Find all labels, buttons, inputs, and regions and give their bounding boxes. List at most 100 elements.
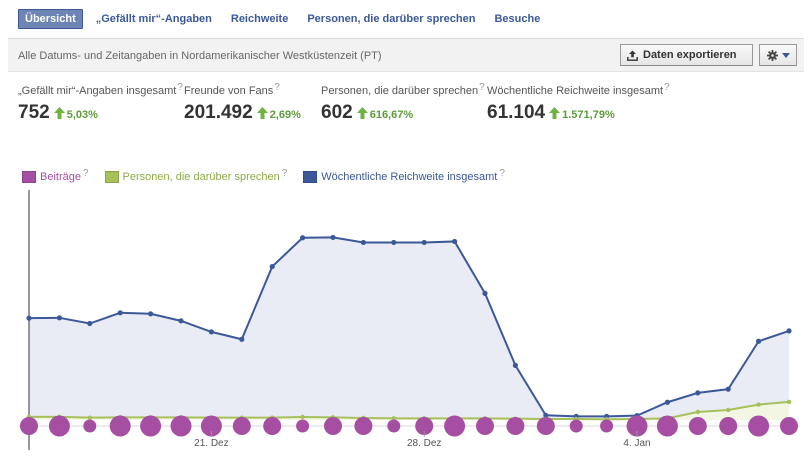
- stat-label: „Gefällt mir“-Angaben insgesamt: [18, 85, 177, 97]
- help-icon[interactable]: ?: [177, 82, 183, 93]
- upload-icon: [627, 50, 638, 61]
- reach-area: [29, 237, 789, 420]
- stat-weekly-reach: Wöchentliche Reichweite insgesamt? 61.10…: [487, 82, 670, 124]
- point-posts: [140, 415, 162, 437]
- chart-legend: Beiträge? Personen, die darüber sprechen…: [22, 167, 521, 183]
- point-reach: [725, 386, 731, 392]
- point-reach: [482, 290, 488, 296]
- stat-total-likes: „Gefällt mir“-Angaben insgesamt? 752 5,0…: [18, 82, 183, 124]
- arrow-up-icon: [53, 107, 65, 119]
- point-posts: [170, 415, 192, 437]
- point-reach: [269, 263, 275, 270]
- timezone-bar: Alle Datums- und Zeitangaben in Nordamer…: [8, 38, 804, 72]
- point-talking: [695, 409, 700, 415]
- legend-weekly-reach[interactable]: Wöchentliche Reichweite insgesamt?: [303, 167, 505, 183]
- point-reach: [391, 239, 397, 246]
- point-posts: [20, 417, 38, 435]
- legend-swatch-posts: [22, 171, 36, 183]
- point-posts: [719, 417, 738, 435]
- point-reach: [148, 311, 154, 317]
- point-posts: [232, 417, 251, 435]
- point-reach: [56, 315, 63, 321]
- legend-posts[interactable]: Beiträge?: [22, 167, 89, 183]
- legend-talking-about[interactable]: Personen, die darüber sprechen?: [104, 167, 288, 183]
- stat-change: 5,03%: [66, 109, 98, 121]
- help-icon[interactable]: ?: [82, 167, 89, 179]
- point-talking: [391, 416, 396, 421]
- point-posts: [569, 419, 583, 433]
- point-talking: [786, 399, 792, 405]
- point-posts: [780, 417, 798, 435]
- point-reach: [239, 336, 245, 342]
- point-posts: [656, 415, 678, 437]
- point-posts: [296, 419, 310, 433]
- point-posts: [600, 419, 614, 433]
- point-posts: [354, 417, 373, 435]
- point-reach: [664, 399, 671, 405]
- point-reach: [756, 338, 762, 344]
- stat-label: Wöchentliche Reichweite insgesamt: [487, 85, 664, 97]
- stat-friends-of-fans: Freunde von Fans? 201.492 2,69%: [184, 82, 301, 124]
- stat-value: 201.492: [184, 102, 253, 123]
- page-tabs: Übersicht „Gefällt mir“-Angaben Reichwei…: [18, 9, 558, 29]
- point-posts: [444, 415, 466, 437]
- point-talking: [87, 415, 93, 420]
- point-reach: [178, 318, 184, 324]
- tab-likes[interactable]: „Gefällt mir“-Angaben: [95, 13, 212, 25]
- settings-menu-button[interactable]: [759, 44, 797, 66]
- x-tick-label: 4. Jan: [623, 438, 650, 449]
- tab-overview[interactable]: Übersicht: [18, 9, 83, 29]
- tab-visits[interactable]: Besuche: [494, 13, 541, 25]
- point-talking: [756, 402, 761, 407]
- point-talking: [300, 414, 305, 420]
- export-data-label: Daten exportieren: [643, 49, 737, 61]
- point-reach: [695, 390, 701, 396]
- help-icon[interactable]: ?: [479, 82, 485, 93]
- point-reach: [87, 320, 93, 327]
- point-reach: [421, 239, 427, 246]
- stat-label: Freunde von Fans: [184, 85, 274, 97]
- point-posts: [688, 417, 707, 435]
- stat-value: 752: [18, 102, 50, 123]
- x-tick-label: 28. Dez: [407, 438, 441, 449]
- stat-change: 616,67%: [369, 109, 414, 121]
- point-posts: [48, 415, 70, 437]
- point-reach: [786, 328, 792, 334]
- point-reach: [543, 412, 549, 418]
- point-reach: [208, 329, 214, 335]
- stat-change: 1.571,79%: [562, 109, 615, 121]
- stat-value: 602: [321, 102, 353, 123]
- gear-icon: [766, 49, 778, 61]
- timezone-note: Alle Datums- und Zeitangaben in Nordamer…: [18, 50, 382, 62]
- point-posts: [200, 415, 222, 437]
- legend-swatch-reach: [303, 171, 318, 183]
- series-line-reach: [28, 236, 790, 418]
- point-reach: [117, 310, 123, 316]
- help-icon[interactable]: ?: [281, 167, 288, 179]
- chevron-down-icon: [781, 52, 790, 58]
- x-tick-label: 21. Dez: [194, 438, 228, 449]
- point-talking: [726, 407, 731, 413]
- export-data-button[interactable]: Daten exportieren: [620, 44, 753, 66]
- stat-value: 61.104: [487, 102, 546, 123]
- help-icon[interactable]: ?: [499, 167, 505, 179]
- legend-label: Beiträge: [40, 171, 81, 183]
- point-posts: [324, 417, 342, 435]
- point-posts: [83, 419, 97, 433]
- point-posts: [476, 417, 494, 435]
- tab-talking-about[interactable]: Personen, die darüber sprechen: [307, 13, 476, 25]
- tab-reach[interactable]: Reichweite: [230, 13, 289, 25]
- help-icon[interactable]: ?: [274, 82, 280, 93]
- arrow-up-icon: [256, 107, 268, 119]
- help-icon[interactable]: ?: [664, 82, 670, 93]
- point-posts: [415, 417, 434, 435]
- arrow-up-icon: [549, 107, 561, 119]
- point-reach: [512, 362, 519, 368]
- point-reach: [330, 234, 336, 241]
- arrow-up-icon: [356, 107, 368, 119]
- point-posts: [109, 415, 131, 437]
- stat-label: Personen, die darüber sprechen: [321, 85, 479, 97]
- point-posts: [387, 419, 401, 433]
- point-posts: [536, 417, 555, 435]
